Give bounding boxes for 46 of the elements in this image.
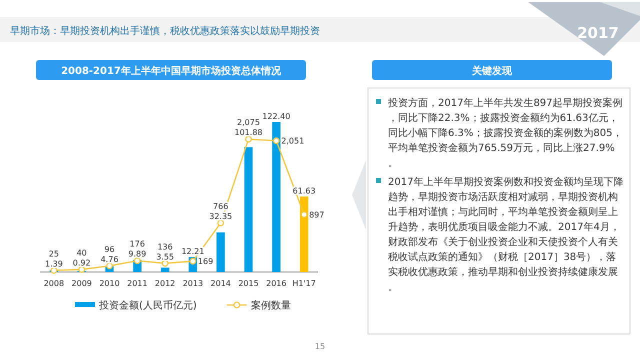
x-tick-label: 2013 (182, 279, 204, 288)
point (134, 257, 141, 264)
legend-label: 投资金额(人民币亿元) (98, 300, 197, 312)
point (245, 136, 252, 143)
data-label: 1.39 (44, 259, 63, 268)
data-label: 9.89 (128, 250, 146, 259)
x-tick-label: 2009 (72, 279, 92, 288)
data-label: 122.40 (262, 112, 290, 121)
data-label: 2,051 (281, 136, 304, 146)
data-label: 3.55 (156, 252, 174, 262)
x-tick-label: 2012 (154, 279, 176, 288)
data-label: 101.88 (234, 128, 262, 138)
legend-label: 案例数量 (250, 300, 291, 312)
bar (300, 196, 308, 272)
data-label: 136 (157, 242, 173, 252)
text: 2017 (577, 24, 619, 42)
x-tick-label: 2014 (210, 279, 231, 288)
text: 早期市场：早期投资机构出手谨慎，税收优惠政策落实以鼓励早期投资 (10, 25, 320, 37)
bar (272, 122, 280, 272)
bar (160, 268, 170, 272)
data-label: 2,075 (237, 118, 260, 128)
data-label: 0.92 (72, 258, 91, 268)
point (106, 262, 113, 270)
point (300, 211, 308, 218)
data-label: 176 (130, 240, 145, 249)
data-label: 40 (76, 248, 87, 258)
data-label: 25 (48, 249, 59, 258)
x-tick-label: 2015 (238, 279, 259, 288)
x-tick-label: 2008 (44, 279, 64, 288)
chart-title: 2008-2017年上半年中国早期市场投资总体情况 (61, 65, 282, 77)
point (272, 137, 280, 144)
data-label: 897 (309, 210, 324, 220)
x-tick-label: 2016 (266, 279, 286, 288)
x-tick-label: 2010 (99, 279, 120, 288)
data-label: 96 (104, 244, 115, 254)
text: 2017年上半年早期投资案例数和投资金额均呈现下降趋势，早期投资市场活跃度相对减弱，早期投资机构出手相对谨慎；与此同时，平均单笔投资金额则呈上升趋势，表明优质项目吸金能力不减。2017年4月，财政部发布《关于创业投资企业和天使投资个人有关税收试点政策的通知》（财税［2017］38号），落实税收优惠政策，推动早期和创业投资持续健康发展。 (388, 176, 624, 293)
point (217, 220, 224, 226)
bar (244, 147, 253, 272)
x-tick-label: H1'17 (292, 279, 316, 288)
data-label: 169 (198, 257, 214, 266)
x-tick-label: 2011 (127, 279, 148, 288)
bar (216, 232, 225, 272)
text: 15 (314, 342, 326, 351)
text: 关键发现 (471, 65, 513, 77)
data-label: 4.76 (100, 254, 118, 264)
text: 投资方面，2017年上半年共发生897起早期投资案例，同比下降22.3%；披露投资金额约为61.63亿元，同比小幅下降6.3%；披露投资金额的案例数为805，平均单笔投资金额为765.59万元，同比上涨27.9%。 (387, 97, 623, 169)
